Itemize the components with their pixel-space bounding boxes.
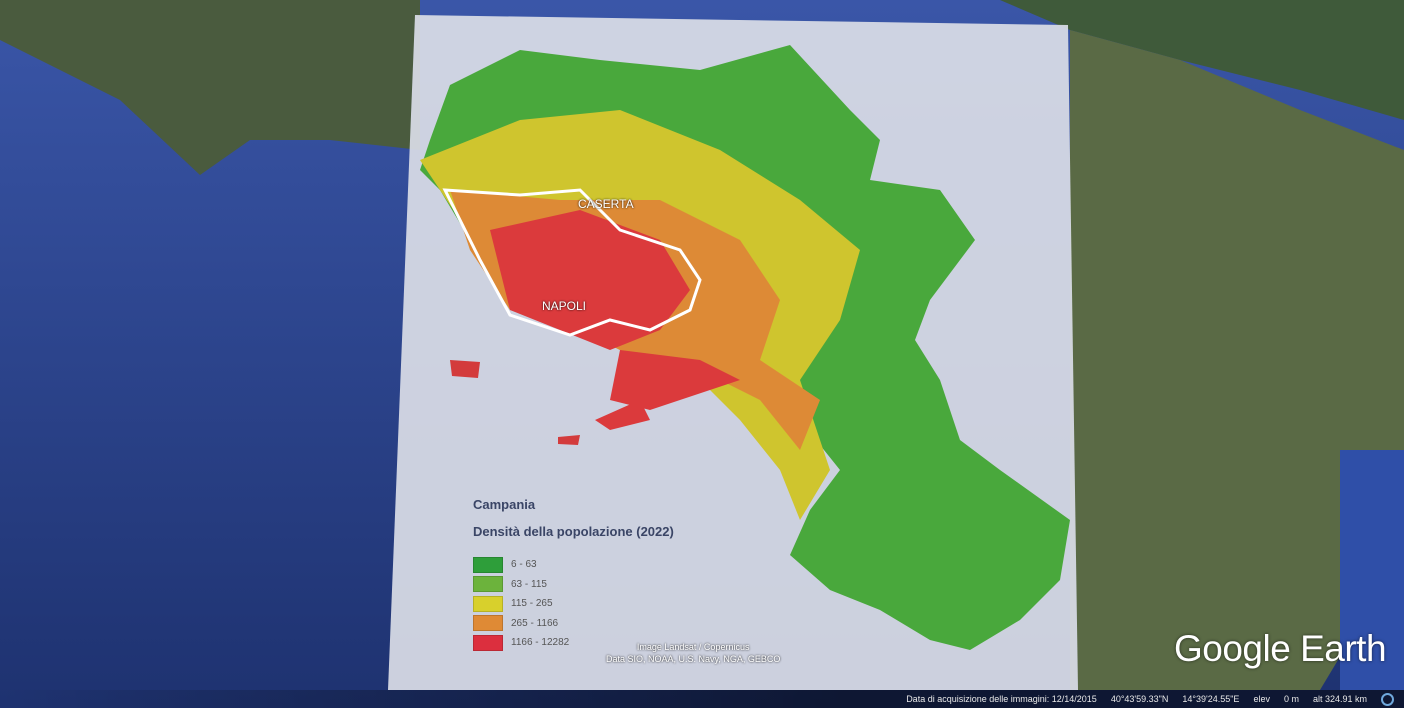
- choropleth: [420, 45, 1070, 650]
- credit-line: Image Landsat / Copernicus: [636, 642, 750, 652]
- capri: [558, 435, 580, 445]
- ischia: [450, 360, 480, 378]
- elevation: 0 m: [1283, 694, 1299, 704]
- legend-label: 265 - 1166: [511, 617, 559, 629]
- imagery-date: Data di acquisizione delle immagini: 12/…: [906, 694, 1097, 704]
- land-north: [0, 0, 1404, 120]
- legend-title: Campania: [473, 497, 536, 512]
- legend-label: 115 - 265: [511, 598, 553, 610]
- legend-label: 6 - 63: [511, 559, 537, 571]
- legend-item: 115 - 265: [473, 594, 674, 614]
- legend-subtitle: Densità della popolazione (2022): [473, 524, 674, 539]
- status-bar: Data di acquisizione delle immagini: 12/…: [0, 690, 1404, 708]
- land-lazio: [0, 0, 420, 175]
- imagery-credits: Image Landsat / Copernicus Data SIO, NOA…: [606, 641, 780, 665]
- land-east: [1070, 30, 1404, 690]
- legend-item: 6 - 63: [473, 555, 674, 575]
- city-label-napoli: NAPOLI: [542, 299, 587, 313]
- elevation-label: elev: [1253, 694, 1270, 704]
- legend-item: 265 - 1166: [473, 614, 674, 634]
- streaming-indicator-icon: [1381, 692, 1394, 706]
- altitude: alt 324.91 km: [1312, 694, 1367, 704]
- legend: Campania Densità della popolazione (2022…: [473, 497, 674, 653]
- legend-swatch: [473, 576, 503, 593]
- credit-line: Data SIO, NOAA, U.S. Navy, NGA, GEBCO: [606, 654, 781, 664]
- legend-label: 1166 - 12282: [511, 637, 570, 649]
- longitude: 14°39'24.55"E: [1182, 694, 1240, 704]
- legend-label: 63 - 115: [511, 578, 547, 590]
- legend-swatch: [473, 556, 503, 573]
- legend-swatch: [473, 595, 503, 612]
- legend-item: 63 - 115: [473, 575, 674, 595]
- sea-east: [1340, 450, 1404, 690]
- latitude: 40°43'59.33"N: [1110, 694, 1169, 704]
- legend-swatch: [473, 634, 503, 651]
- legend-swatch: [473, 615, 503, 632]
- city-label-caserta: CASERTA: [578, 197, 634, 211]
- legend-item: 1166 - 12282: [473, 633, 674, 653]
- google-earth-logo: Google Earth: [1174, 628, 1387, 669]
- province-outline: [442, 188, 702, 337]
